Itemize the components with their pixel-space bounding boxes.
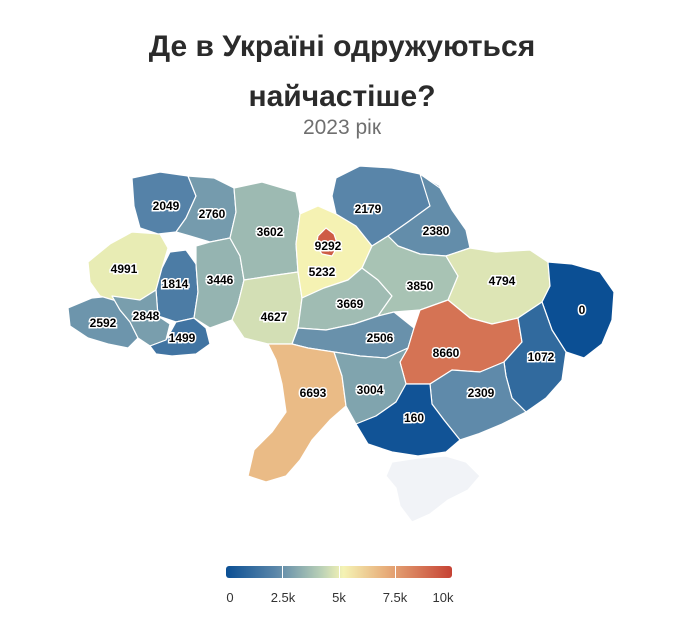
label-kharkiv: 4794	[489, 274, 516, 288]
label-zaporizhzhia: 2309	[468, 386, 495, 400]
label-ivano-frankivsk: 2848	[133, 309, 160, 323]
subtitle: 2023 рік	[302, 116, 382, 139]
legend-tick-label: 10k	[432, 590, 454, 605]
label-zhytomyr: 3602	[257, 225, 284, 239]
label-kyiv-oblast: 5232	[309, 265, 336, 279]
legend-tick-divider	[282, 566, 283, 578]
label-volyn: 2049	[153, 199, 180, 213]
legend-tick-label: 0	[226, 590, 234, 605]
label-sumy: 2380	[423, 224, 450, 238]
legend-tick-label: 7.5k	[382, 590, 408, 605]
label-chernivtsi: 1499	[169, 331, 196, 345]
label-kherson: 160	[404, 411, 424, 425]
label-kirovohrad: 2506	[367, 331, 394, 345]
label-mykolaiv: 3004	[357, 383, 384, 397]
label-luhansk: 0	[579, 303, 586, 317]
region-odesa[interactable]	[247, 343, 347, 483]
region-luhansk[interactable]	[541, 261, 615, 359]
region-donetsk[interactable]	[503, 301, 567, 413]
label-odesa: 6693	[300, 386, 327, 400]
label-dnipropetrovsk: 8660	[433, 346, 460, 360]
label-vinnytsia: 4627	[261, 310, 288, 324]
label-poltava: 3850	[407, 279, 434, 293]
label-zakarpattia: 2592	[90, 316, 117, 330]
label-khmelnytskyi: 3446	[207, 273, 234, 287]
label-donetsk: 1072	[528, 350, 555, 364]
label-cherkasy: 3669	[337, 297, 364, 311]
legend-tick-divider	[339, 566, 340, 578]
region-kyiv-city[interactable]	[315, 227, 339, 257]
region-crimea[interactable]	[385, 455, 481, 523]
legend-tick-divider	[395, 566, 396, 578]
label-lviv: 4991	[111, 262, 138, 276]
region-chernivtsi[interactable]	[149, 317, 211, 357]
title-line-1: Де в Україні одружуються	[148, 30, 536, 63]
legend-tick-label: 2.5k	[270, 590, 296, 605]
label-kyiv-city: 9292	[315, 239, 342, 253]
page-title: Де в Україні одружуються найчастіше?	[0, 22, 684, 122]
label-ternopil: 1814	[162, 277, 189, 291]
legend-tick-label: 5k	[332, 590, 346, 605]
title-line-2: найчастіше?	[248, 80, 436, 113]
label-rivne: 2760	[199, 207, 226, 221]
region-kherson[interactable]	[355, 383, 461, 457]
label-chernihiv: 2179	[355, 202, 382, 216]
